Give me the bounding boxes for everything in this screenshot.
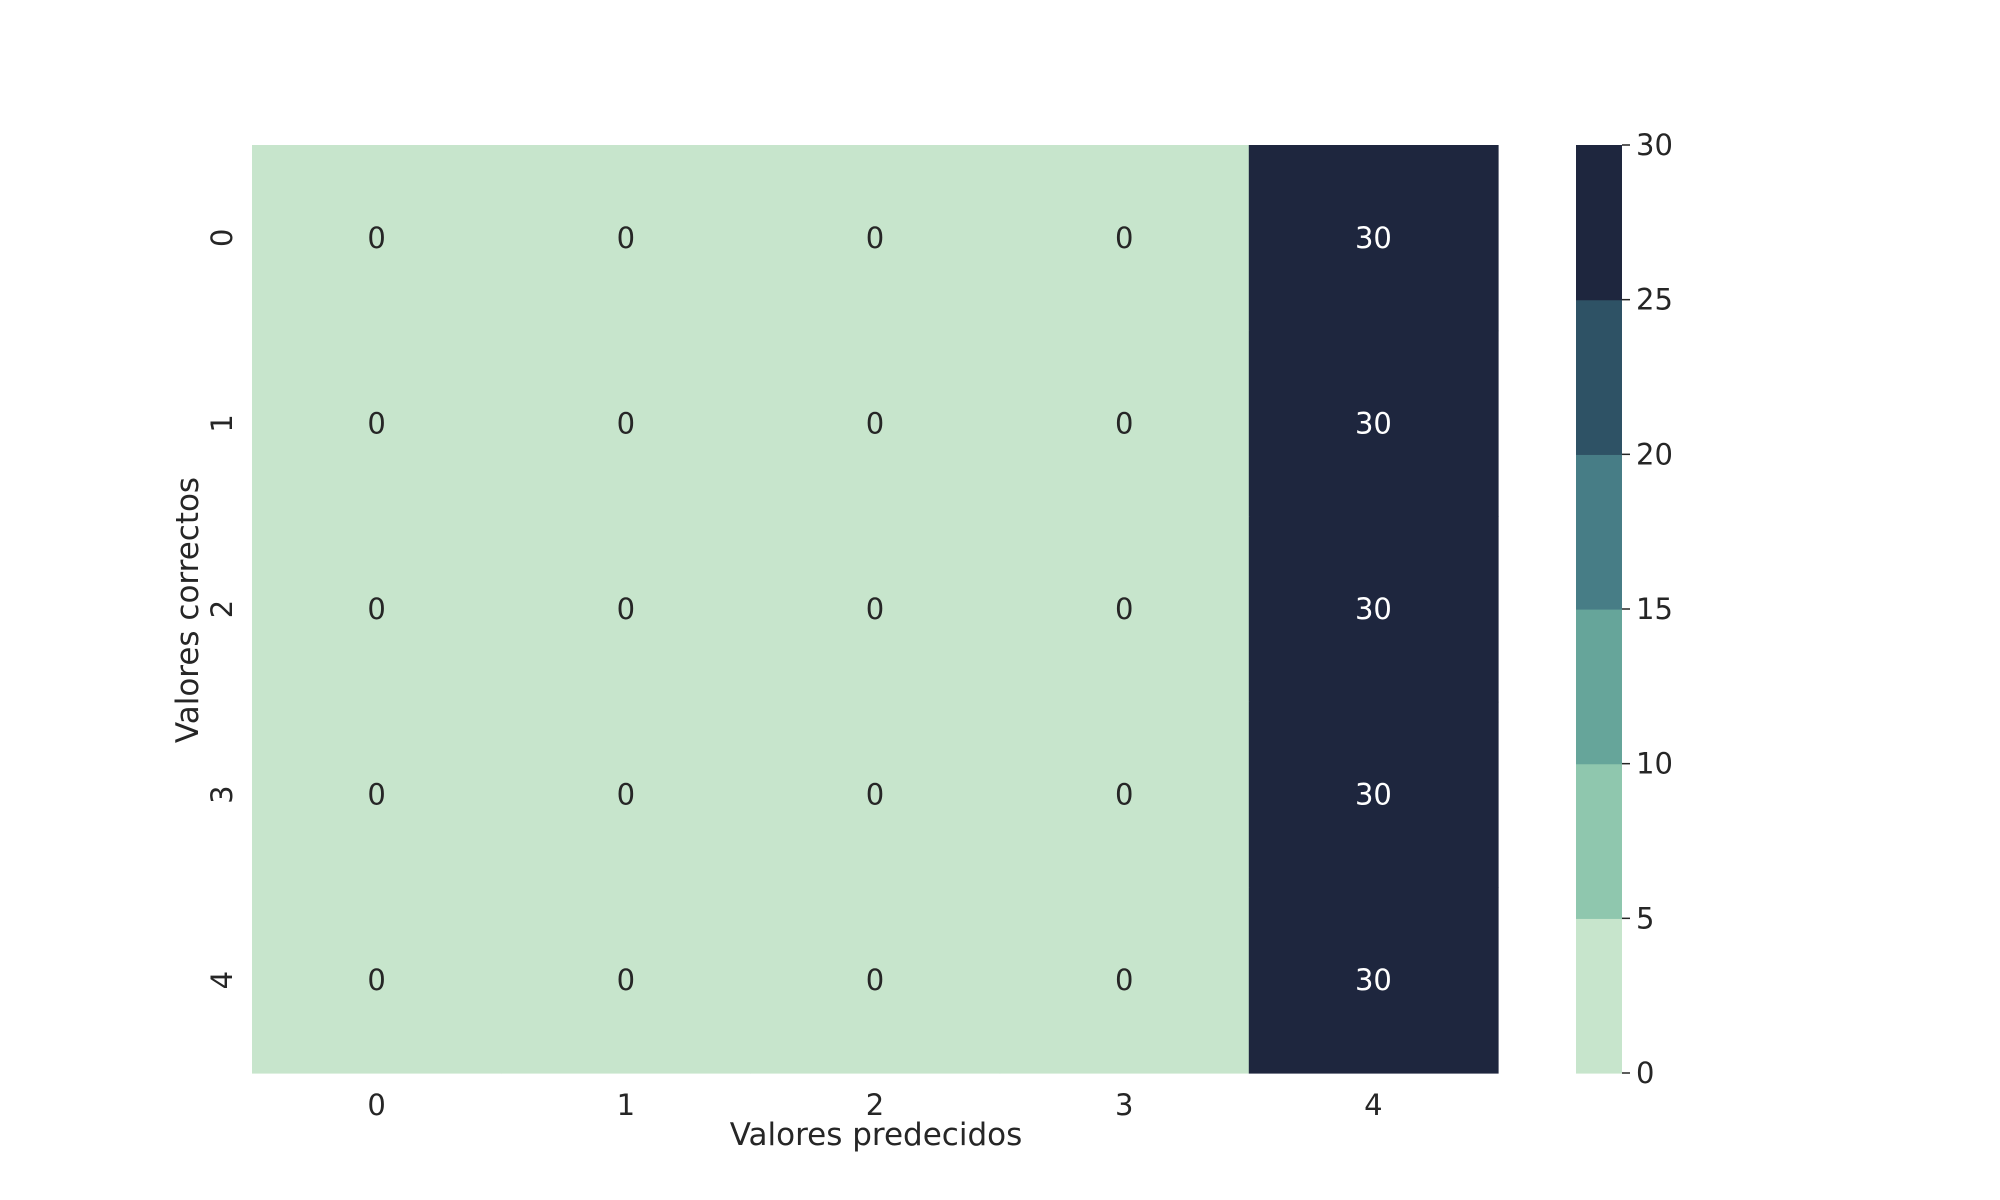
cell-value-label: 0 <box>367 592 385 626</box>
x-tick-label: 4 <box>1364 1088 1382 1122</box>
colorbar-tick-label: 15 <box>1636 592 1673 626</box>
y-tick-label: 4 <box>205 971 239 989</box>
cell-value-label: 0 <box>866 592 884 626</box>
heatmap-cell <box>501 887 751 1074</box>
cell-value-label: 0 <box>617 592 635 626</box>
cell-value-label: 30 <box>1355 406 1392 440</box>
y-tick-label: 0 <box>205 229 239 247</box>
colorbar-tick-label: 30 <box>1636 128 1673 162</box>
colorbar-tick-label: 20 <box>1636 437 1673 471</box>
cell-value-label: 0 <box>1115 221 1133 255</box>
heatmap-cell <box>1248 887 1499 1074</box>
cell-value-label: 0 <box>617 778 635 812</box>
heatmap-cell <box>999 145 1250 332</box>
heatmap-cell <box>750 701 1001 888</box>
heatmap-cell <box>501 145 751 332</box>
y-tick-label: 2 <box>205 600 239 618</box>
heatmap-cell <box>750 145 1001 332</box>
heatmap-cell <box>750 330 1001 517</box>
y-axis-label: Valores correctos <box>170 477 206 743</box>
y-axis-ticks: 0 1 2 3 4 <box>205 229 239 990</box>
heatmap-cell <box>252 701 502 888</box>
cell-value-label: 0 <box>866 221 884 255</box>
x-tick-label: 0 <box>367 1088 385 1122</box>
heatmap-cell <box>501 701 751 888</box>
cell-value-label: 30 <box>1355 963 1392 997</box>
x-tick-label: 3 <box>1115 1088 1133 1122</box>
x-tick-label: 1 <box>617 1088 635 1122</box>
heatmap-cell <box>1248 330 1499 517</box>
colorbar-tick-label: 5 <box>1636 901 1654 935</box>
cell-value-label: 0 <box>617 963 635 997</box>
x-tick-label: 2 <box>866 1088 884 1122</box>
y-tick-label: 1 <box>205 414 239 432</box>
cell-value-label: 0 <box>367 406 385 440</box>
heatmap-cell <box>1248 516 1499 703</box>
heatmap-cell <box>252 145 502 332</box>
heatmap-cell-labels: 0 0 0 0 30 0 0 0 0 30 0 0 0 0 30 0 0 0 0 30 0 0 0 0 30 <box>367 221 1391 997</box>
cell-value-label: 0 <box>367 778 385 812</box>
y-tick-label: 3 <box>205 785 239 803</box>
colorbar-tick-label: 25 <box>1636 283 1673 317</box>
colorbar-segment <box>1576 299 1622 455</box>
cell-value-label: 30 <box>1355 592 1392 626</box>
x-axis-ticks: 0 1 2 3 4 <box>367 1088 1382 1122</box>
heatmap-cell <box>1248 701 1499 888</box>
heatmap-cell <box>999 701 1250 888</box>
cell-value-label: 0 <box>617 221 635 255</box>
colorbar-segment <box>1576 145 1622 301</box>
heatmap-cell <box>999 516 1250 703</box>
heatmap-cell <box>750 887 1001 1074</box>
heatmap-cell <box>999 887 1250 1074</box>
cell-value-label: 30 <box>1355 778 1392 812</box>
colorbar <box>1576 145 1622 1074</box>
heatmap-cell <box>252 887 502 1074</box>
cell-value-label: 0 <box>866 778 884 812</box>
colorbar-tick-label: 10 <box>1636 747 1673 781</box>
cell-value-label: 0 <box>1115 963 1133 997</box>
heatmap-cells <box>252 145 1499 1074</box>
cell-value-label: 0 <box>367 963 385 997</box>
cell-value-label: 0 <box>367 221 385 255</box>
cell-value-label: 0 <box>866 406 884 440</box>
cell-value-label: 0 <box>1115 592 1133 626</box>
x-axis-label: Valores predecidos <box>730 1117 1023 1153</box>
heatmap-cell <box>1248 145 1499 332</box>
colorbar-segment <box>1576 454 1622 610</box>
heatmap-cell <box>501 330 751 517</box>
cell-value-label: 0 <box>1115 778 1133 812</box>
cell-value-label: 0 <box>617 406 635 440</box>
colorbar-segment <box>1576 918 1622 1074</box>
heatmap-cell <box>252 330 502 517</box>
colorbar-segment <box>1576 609 1622 765</box>
heatmap-cell <box>501 516 751 703</box>
colorbar-segment <box>1576 763 1622 919</box>
colorbar-tick-label: 0 <box>1636 1056 1654 1090</box>
cell-value-label: 0 <box>1115 406 1133 440</box>
heatmap-cell <box>999 330 1250 517</box>
colorbar-ticks: 0 5 10 15 20 25 30 <box>1622 128 1673 1090</box>
heatmap-cell <box>750 516 1001 703</box>
cell-value-label: 30 <box>1355 221 1392 255</box>
heatmap-cell <box>252 516 502 703</box>
cell-value-label: 0 <box>866 963 884 997</box>
